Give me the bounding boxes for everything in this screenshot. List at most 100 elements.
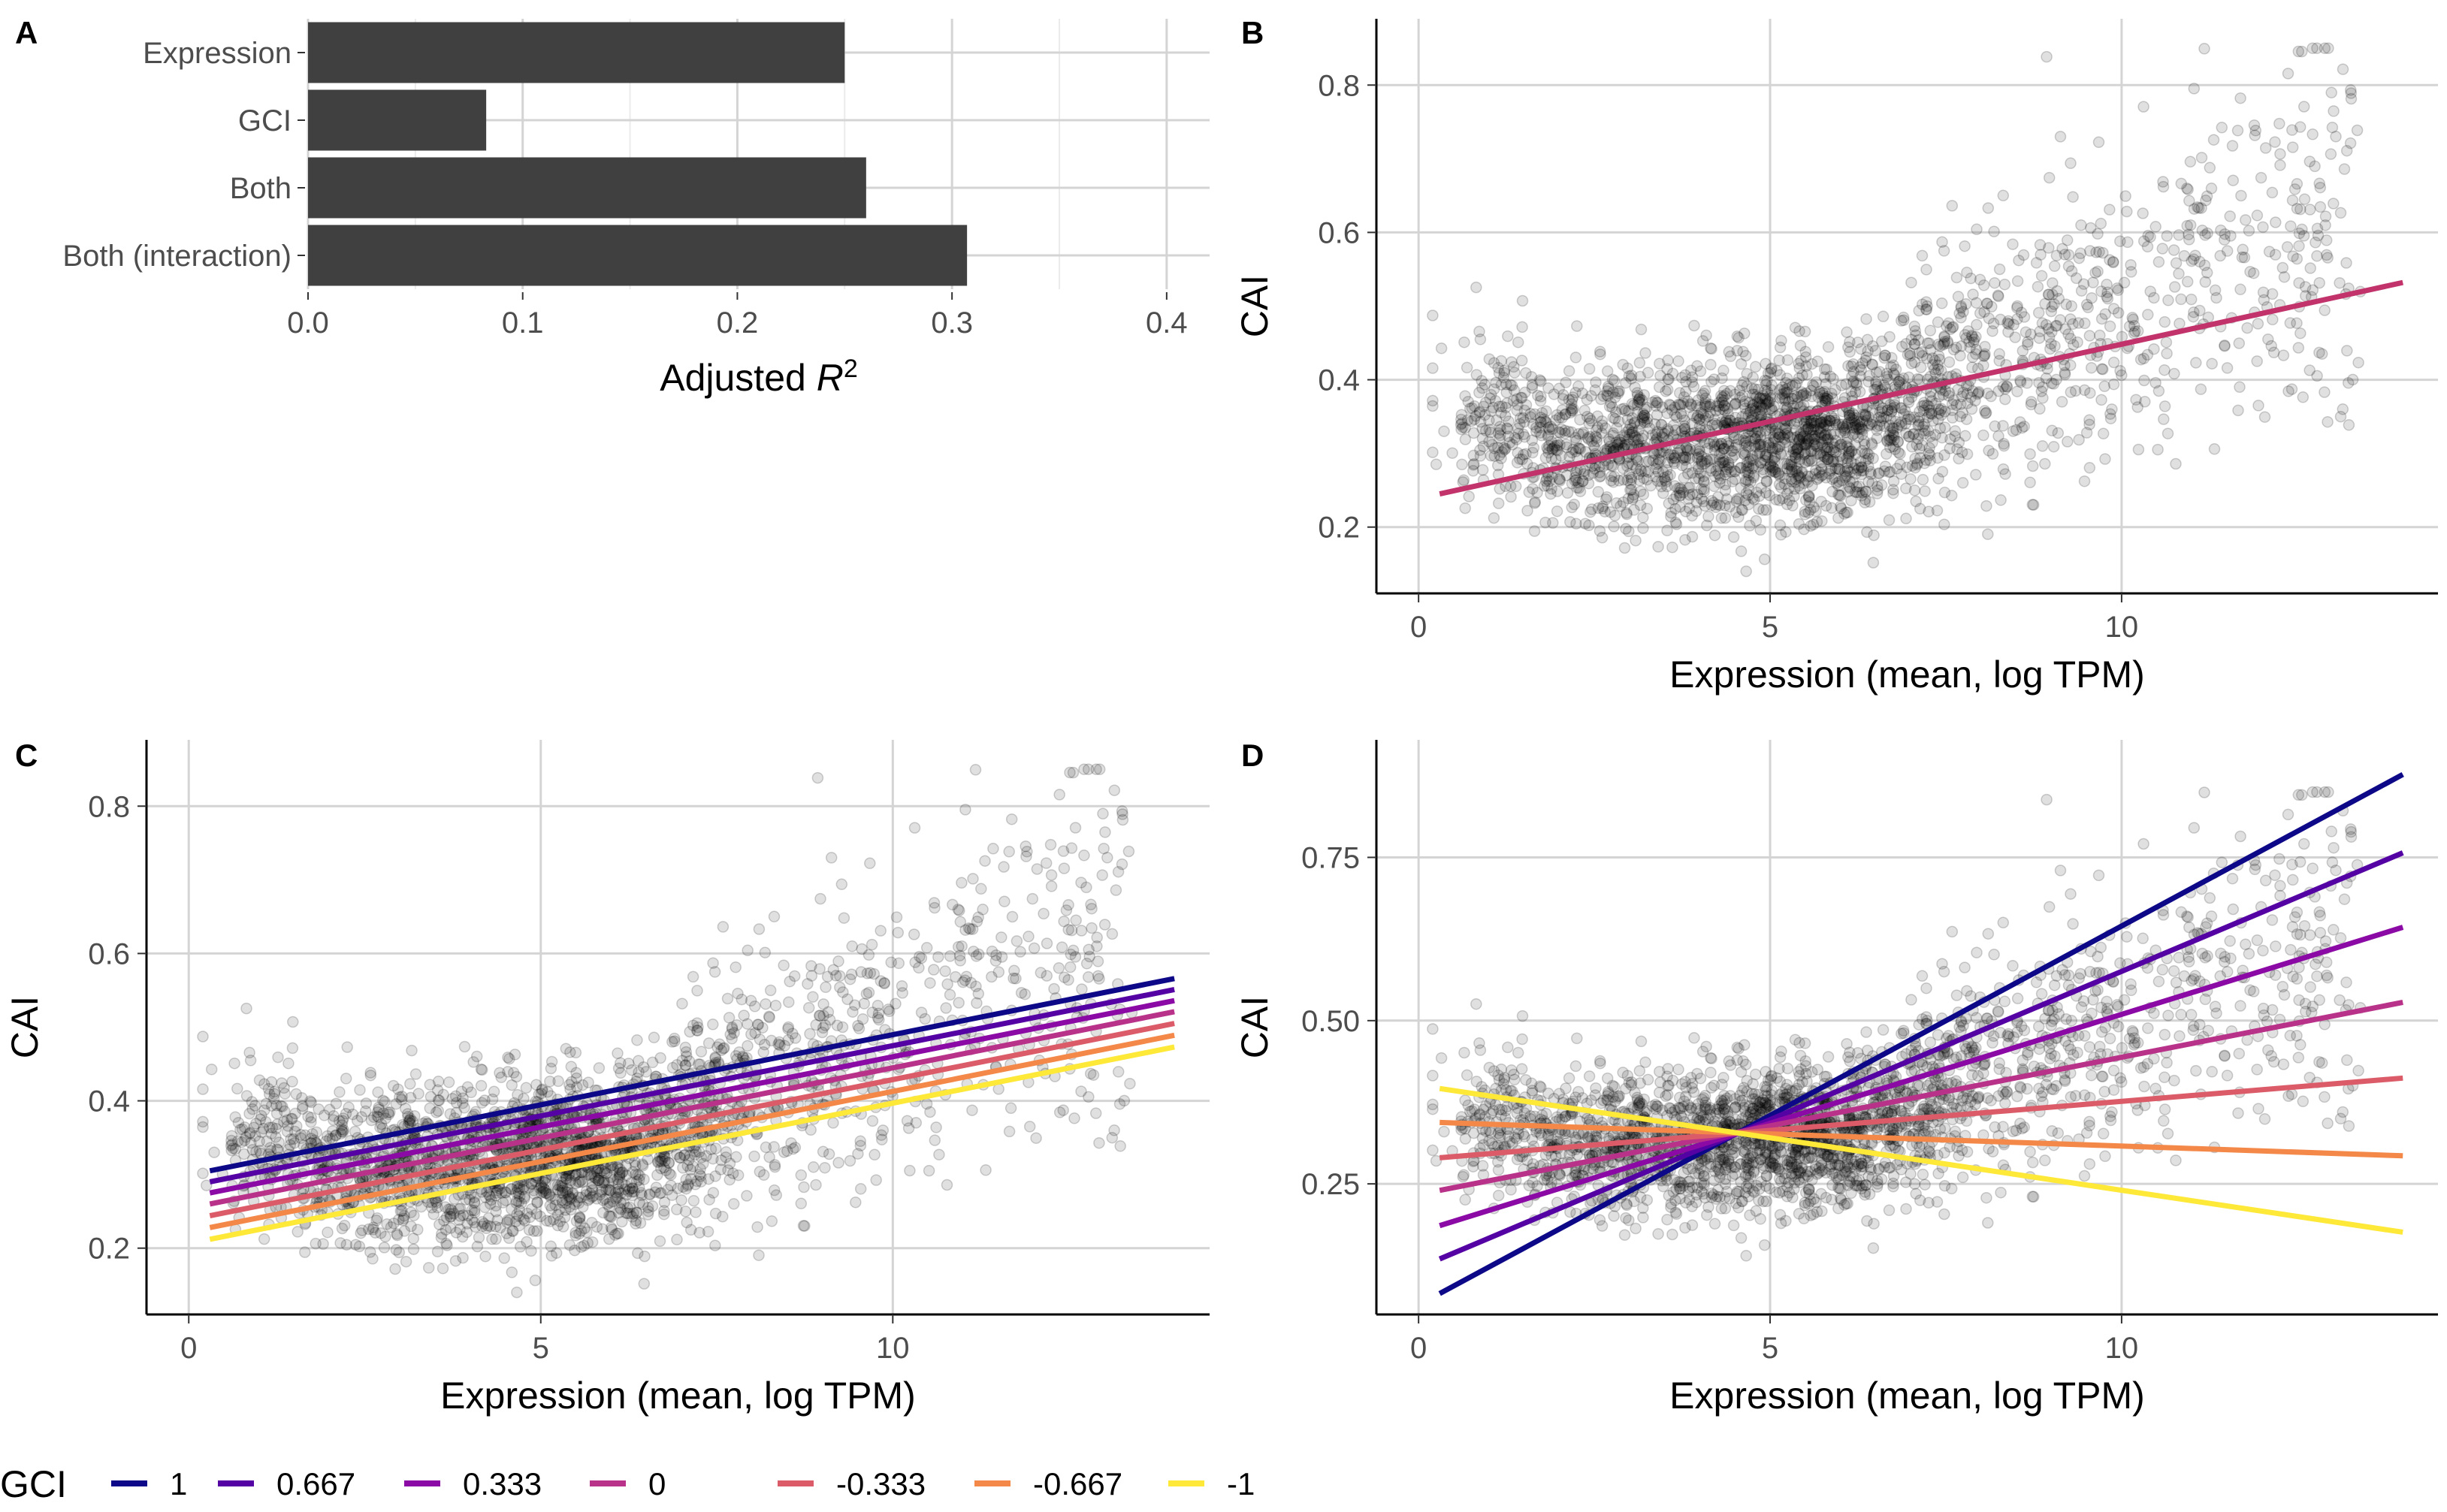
data-point [506, 1079, 518, 1091]
data-point [2085, 222, 2097, 234]
data-point [1583, 418, 1595, 430]
data-point [1978, 405, 1991, 417]
data-point [1653, 381, 1666, 394]
data-point [1887, 484, 1899, 496]
data-point [1459, 433, 1472, 445]
data-point [1680, 376, 1692, 388]
data-point [2316, 348, 2328, 360]
data-point [1665, 507, 1678, 519]
data-point [1028, 942, 1041, 955]
data-point [1811, 415, 1823, 427]
data-point [1861, 333, 1874, 346]
data-point [695, 1046, 708, 1058]
data-point [2345, 92, 2358, 105]
data-point [1997, 463, 2010, 475]
data-point [1881, 367, 1893, 380]
data-point [304, 1095, 316, 1107]
data-point [1427, 309, 1439, 321]
data-point [1710, 501, 1722, 514]
data-point [2046, 377, 2058, 389]
data-point [1955, 312, 1967, 324]
data-point [1873, 466, 1885, 479]
y-tick-label: 0.8 [1318, 69, 1360, 102]
data-point [1935, 403, 1947, 415]
data-point [1565, 402, 1578, 415]
data-point [2219, 340, 2231, 352]
data-point [1488, 512, 1500, 524]
data-point [1977, 429, 1989, 442]
data-point [835, 878, 848, 891]
x-tick-label: 0.2 [717, 306, 759, 340]
panel-letter-b: B [1241, 15, 1264, 50]
data-point [1799, 506, 1811, 518]
data-point [1946, 200, 1959, 212]
data-point [1715, 447, 1727, 459]
data-point [885, 956, 897, 968]
data-point [1998, 278, 2011, 291]
data-point [626, 1064, 638, 1076]
data-point [2293, 276, 2305, 289]
data-point [1793, 455, 1805, 468]
data-point [2123, 320, 2136, 333]
data-point [1924, 449, 1936, 461]
data-point [640, 1066, 652, 1078]
data-point [1897, 372, 1910, 385]
data-point [1790, 424, 1802, 436]
data-point [1840, 378, 1852, 391]
data-point [1082, 763, 1095, 775]
data-point [1512, 447, 1524, 459]
data-point [1663, 373, 1675, 385]
data-point [1824, 370, 1837, 382]
data-point [1486, 439, 1498, 451]
data-point [1932, 413, 1944, 426]
data-point [1739, 446, 1751, 458]
data-point [1717, 442, 1730, 455]
data-point [741, 1190, 753, 1202]
data-point [1518, 448, 1530, 461]
data-point [1759, 454, 1771, 466]
data-point [231, 1082, 243, 1095]
data-point [1914, 442, 1926, 454]
data-point [2121, 205, 2133, 218]
data-point [1841, 418, 1853, 430]
data-point [2007, 238, 2019, 250]
data-point [930, 1121, 942, 1133]
data-point [1760, 379, 1772, 391]
data-point [1848, 409, 1860, 421]
data-point [1758, 553, 1771, 566]
data-point [1623, 370, 1636, 382]
data-point [1888, 369, 1901, 382]
data-point [1672, 355, 1684, 367]
data-point [998, 861, 1010, 873]
data-point [2201, 190, 2213, 203]
data-point [1896, 416, 1908, 428]
data-point [1623, 525, 1635, 538]
data-point [952, 904, 965, 916]
data-point [1521, 457, 1533, 470]
data-point [2338, 163, 2351, 175]
data-point [717, 921, 730, 933]
data-point [2244, 266, 2256, 278]
data-point [1818, 385, 1831, 398]
data-point [1020, 840, 1032, 853]
data-point [1470, 281, 1482, 294]
data-point [1680, 385, 1692, 398]
data-point [1579, 445, 1592, 458]
data-point [2173, 267, 2185, 280]
data-point [2026, 460, 2039, 472]
data-point [2033, 376, 2045, 389]
data-point [2116, 330, 2128, 343]
data-point [2032, 306, 2045, 319]
data-point [1638, 412, 1650, 424]
data-point [788, 970, 801, 982]
data-point [1752, 439, 1765, 451]
data-point [1856, 424, 1869, 436]
data-point [1484, 392, 1496, 405]
data-point [1573, 442, 1585, 454]
data-point [648, 1031, 660, 1044]
data-point [1502, 330, 1514, 343]
data-point [2065, 265, 2078, 277]
data-point [433, 1094, 446, 1106]
data-point [904, 1164, 916, 1177]
data-point [1669, 424, 1681, 436]
